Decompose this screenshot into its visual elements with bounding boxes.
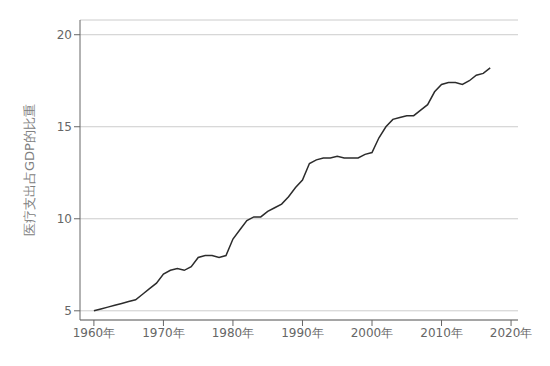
svg-text:1980年: 1980年 [212,326,255,340]
svg-text:15: 15 [57,120,72,134]
svg-text:5: 5 [64,304,72,318]
svg-text:医疗支出占GDP的比重: 医疗支出占GDP的比重 [22,104,37,236]
svg-text:2010年: 2010年 [420,326,463,340]
svg-text:2020年: 2020年 [490,326,533,340]
svg-text:20: 20 [57,28,72,42]
svg-text:1960年: 1960年 [73,326,116,340]
svg-text:2000年: 2000年 [351,326,394,340]
svg-text:1970年: 1970年 [142,326,185,340]
svg-text:1990年: 1990年 [281,326,324,340]
svg-text:10: 10 [57,212,72,226]
